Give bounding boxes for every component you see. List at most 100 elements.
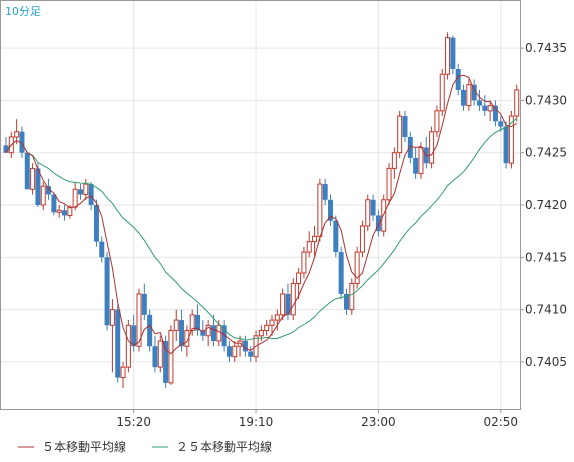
candle bbox=[30, 163, 36, 195]
candle bbox=[365, 194, 371, 232]
candle-body bbox=[349, 282, 355, 311]
legend-item-ma25: ２５本移動平均線 bbox=[152, 439, 272, 454]
candle bbox=[280, 288, 286, 321]
period-label: 10分足 bbox=[5, 5, 41, 18]
candle-body bbox=[242, 341, 248, 352]
candle-body bbox=[200, 330, 206, 336]
candle-body bbox=[125, 324, 131, 368]
ma25-line bbox=[5, 118, 518, 341]
y-tick-label: 0.7435 bbox=[525, 41, 567, 55]
candle bbox=[492, 100, 498, 127]
candle bbox=[322, 178, 328, 205]
candle-body bbox=[168, 330, 174, 384]
candle-body bbox=[402, 116, 408, 137]
candle-body bbox=[333, 220, 339, 253]
candle-body bbox=[120, 366, 126, 379]
candle bbox=[51, 192, 57, 216]
candle-body bbox=[131, 325, 137, 347]
candle-body bbox=[338, 252, 344, 294]
y-tick-label: 0.7430 bbox=[525, 93, 567, 107]
candle-body bbox=[19, 131, 25, 153]
candle bbox=[83, 178, 89, 200]
candle-body bbox=[439, 73, 445, 112]
candle-body bbox=[482, 105, 488, 111]
candle bbox=[104, 252, 110, 331]
candle bbox=[434, 105, 440, 137]
candle-body bbox=[99, 241, 105, 258]
candle-body bbox=[322, 184, 328, 200]
candle bbox=[386, 163, 392, 205]
candle bbox=[120, 361, 126, 389]
candle bbox=[290, 278, 296, 321]
candle-body bbox=[418, 146, 424, 175]
candle bbox=[168, 325, 174, 385]
candle-body bbox=[492, 105, 498, 122]
candle bbox=[200, 320, 206, 341]
candle-body bbox=[391, 152, 397, 169]
candle bbox=[157, 335, 163, 373]
candle-body bbox=[407, 137, 413, 158]
candle bbox=[439, 69, 445, 117]
candle bbox=[19, 126, 25, 158]
candle-body bbox=[195, 314, 201, 331]
candle-body bbox=[62, 210, 68, 216]
candle-body bbox=[205, 324, 211, 337]
candle bbox=[210, 314, 216, 347]
candle-body bbox=[184, 330, 190, 347]
candle bbox=[312, 225, 318, 258]
candle-body bbox=[189, 314, 195, 332]
candle bbox=[269, 314, 275, 336]
candle-body bbox=[296, 272, 302, 284]
candle-body bbox=[72, 188, 78, 208]
candle-body bbox=[328, 199, 334, 221]
candle bbox=[296, 267, 302, 300]
candle-body bbox=[354, 251, 360, 284]
candle-body bbox=[3, 145, 9, 153]
candle bbox=[445, 32, 451, 80]
candle bbox=[40, 181, 46, 211]
candle-body bbox=[46, 186, 52, 195]
candle bbox=[173, 309, 179, 341]
candle-body bbox=[285, 293, 291, 315]
candle-body bbox=[248, 351, 254, 357]
candle-body bbox=[280, 293, 286, 316]
candle-body bbox=[14, 131, 20, 138]
candle-body bbox=[471, 84, 477, 101]
candle bbox=[370, 194, 376, 221]
candle-body bbox=[173, 319, 179, 332]
legend-label: ５本移動平均線 bbox=[42, 439, 126, 454]
candle-body bbox=[301, 251, 307, 274]
candle-body bbox=[136, 293, 142, 347]
candle-body bbox=[487, 105, 493, 112]
candle bbox=[476, 89, 482, 111]
candle bbox=[487, 100, 493, 122]
candle-body bbox=[24, 152, 30, 190]
candle bbox=[306, 231, 312, 258]
candle bbox=[3, 137, 9, 153]
candle bbox=[93, 199, 99, 247]
candle bbox=[232, 341, 238, 362]
candle-body bbox=[109, 309, 115, 326]
candle-body bbox=[67, 206, 73, 216]
ma5-line bbox=[5, 74, 517, 355]
candle-body bbox=[476, 100, 482, 106]
candle-body bbox=[413, 157, 419, 174]
candle-body bbox=[397, 115, 403, 154]
candle-body bbox=[210, 325, 216, 341]
candle-body bbox=[179, 320, 185, 347]
candle bbox=[77, 184, 83, 200]
candle-body bbox=[450, 37, 456, 69]
candle bbox=[418, 142, 424, 179]
y-tick-label: 0.7405 bbox=[525, 355, 567, 369]
candle bbox=[226, 341, 232, 362]
candle-body bbox=[365, 199, 371, 227]
candle bbox=[333, 215, 339, 258]
candle-body bbox=[226, 346, 232, 357]
y-tick-label: 0.7425 bbox=[525, 146, 567, 160]
candle-body bbox=[370, 199, 376, 216]
x-tick-label: 23:00 bbox=[361, 415, 396, 429]
legend-label: ２５本移動平均線 bbox=[176, 439, 272, 454]
candle-body bbox=[274, 314, 280, 321]
x-axis-ticks: 15:20 19:10 23:00 02:50 bbox=[116, 409, 518, 429]
candle-body bbox=[429, 131, 435, 164]
